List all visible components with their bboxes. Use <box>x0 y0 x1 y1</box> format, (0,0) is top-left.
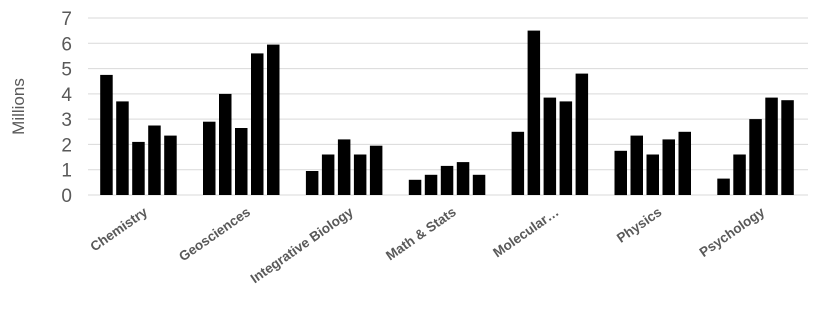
y-tick-label: 6 <box>61 34 72 55</box>
y-tick-label: 4 <box>61 85 72 106</box>
bar-3-5 <box>370 146 383 195</box>
bar-7-3 <box>749 119 762 195</box>
bar-6-1 <box>615 151 628 195</box>
bar-2-3 <box>235 128 248 195</box>
y-tick-label: 7 <box>61 9 72 30</box>
category-label: Math & Stats <box>383 204 459 263</box>
bar-6-5 <box>679 132 692 195</box>
y-axis-ticks: 0 1 2 3 4 5 6 7 <box>61 9 72 207</box>
bar-6-3 <box>647 155 660 196</box>
y-tick-label: 5 <box>61 60 72 81</box>
bar-3-3 <box>338 139 351 195</box>
category-label: Chemistry <box>87 204 150 254</box>
category-label: Physics <box>614 204 664 246</box>
bar-5-3 <box>544 98 557 195</box>
bar-3-2 <box>322 155 335 196</box>
y-tick-label: 3 <box>61 110 72 131</box>
bar-2-5 <box>267 45 280 195</box>
bar-4-5 <box>473 175 486 195</box>
bar-4-4 <box>457 162 470 195</box>
category-label: Geosciences <box>176 204 253 264</box>
y-tick-label: 0 <box>61 186 72 207</box>
bar-7-5 <box>781 100 794 195</box>
bar-2-2 <box>219 94 232 195</box>
category-label: Integrative Biology <box>248 204 357 286</box>
y-axis-title: Millions <box>9 78 28 135</box>
category-label: Molecular… <box>490 204 561 260</box>
y-tick-label: 1 <box>61 161 72 182</box>
y-tick-label: 2 <box>61 135 72 156</box>
bar-1-2 <box>116 101 129 195</box>
bar-1-1 <box>100 75 113 195</box>
category-label: Psychology <box>697 204 768 260</box>
bar-5-2 <box>528 31 541 195</box>
bar-4-3 <box>441 166 454 195</box>
bar-2-4 <box>251 53 264 195</box>
bar-1-5 <box>164 136 177 195</box>
bars <box>100 31 794 196</box>
bar-6-2 <box>631 136 644 195</box>
bar-7-4 <box>765 98 778 195</box>
bar-7-1 <box>717 179 730 195</box>
bar-1-3 <box>132 142 145 195</box>
bar-6-4 <box>663 139 676 195</box>
bar-4-2 <box>425 175 438 195</box>
bar-7-2 <box>733 155 746 196</box>
bar-2-1 <box>203 122 216 195</box>
bar-1-4 <box>148 126 161 196</box>
bar-3-1 <box>306 171 319 195</box>
bar-3-4 <box>354 155 367 196</box>
bar-5-5 <box>576 74 589 195</box>
bar-5-1 <box>512 132 524 195</box>
bar-4-1 <box>409 180 422 195</box>
bar-5-4 <box>560 101 573 195</box>
